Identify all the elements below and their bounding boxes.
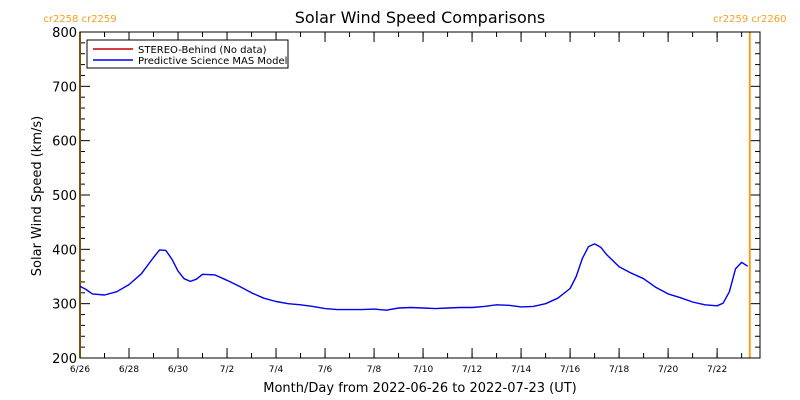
y-tick-label: 300 — [52, 298, 77, 313]
y-tick-label: 500 — [52, 189, 77, 204]
x-tick-label: 7/16 — [560, 365, 580, 375]
legend-box — [86, 39, 289, 69]
legend: STEREO-Behind (No data)Predictive Scienc… — [86, 39, 289, 69]
x-tick-label: 6/28 — [119, 365, 139, 375]
carrington-marker-label: cr2259 cr2260 — [713, 14, 786, 25]
x-tick-label: 7/18 — [609, 365, 629, 375]
x-tick-label: 7/10 — [413, 365, 433, 375]
x-tick-label: 7/12 — [462, 365, 482, 375]
x-tick-label: 6/30 — [168, 365, 188, 375]
x-tick-label: 7/8 — [367, 365, 382, 375]
x-axis-label: Month/Day from 2022-06-26 to 2022-07-23 … — [263, 381, 576, 396]
y-tick-label: 200 — [52, 352, 77, 367]
y-axis-label: Solar Wind Speed (km/s) — [30, 116, 45, 276]
x-tick-label: 7/2 — [220, 365, 234, 375]
carrington-marker-label: cr2258 cr2259 — [43, 14, 116, 25]
x-tick-label: 7/14 — [511, 365, 531, 375]
chart-title: Solar Wind Speed Comparisons — [295, 8, 546, 27]
plot-frame — [79, 31, 761, 359]
y-tick-label: 600 — [52, 135, 77, 150]
x-tick-label: 7/22 — [707, 365, 727, 375]
y-tick-label: 700 — [52, 80, 77, 95]
x-tick-label: 7/4 — [269, 365, 284, 375]
x-tick-label: 7/20 — [658, 365, 678, 375]
legend-label-1: STEREO-Behind (No data) — [138, 45, 267, 56]
series-line-2 — [79, 243, 749, 311]
y-tick-label: 800 — [52, 26, 77, 41]
y-tick-label: 400 — [52, 243, 77, 258]
x-tick-label: 6/26 — [70, 365, 90, 375]
legend-label-2: Predictive Science MAS Model — [138, 56, 287, 67]
x-tick-label: 7/6 — [318, 365, 333, 375]
